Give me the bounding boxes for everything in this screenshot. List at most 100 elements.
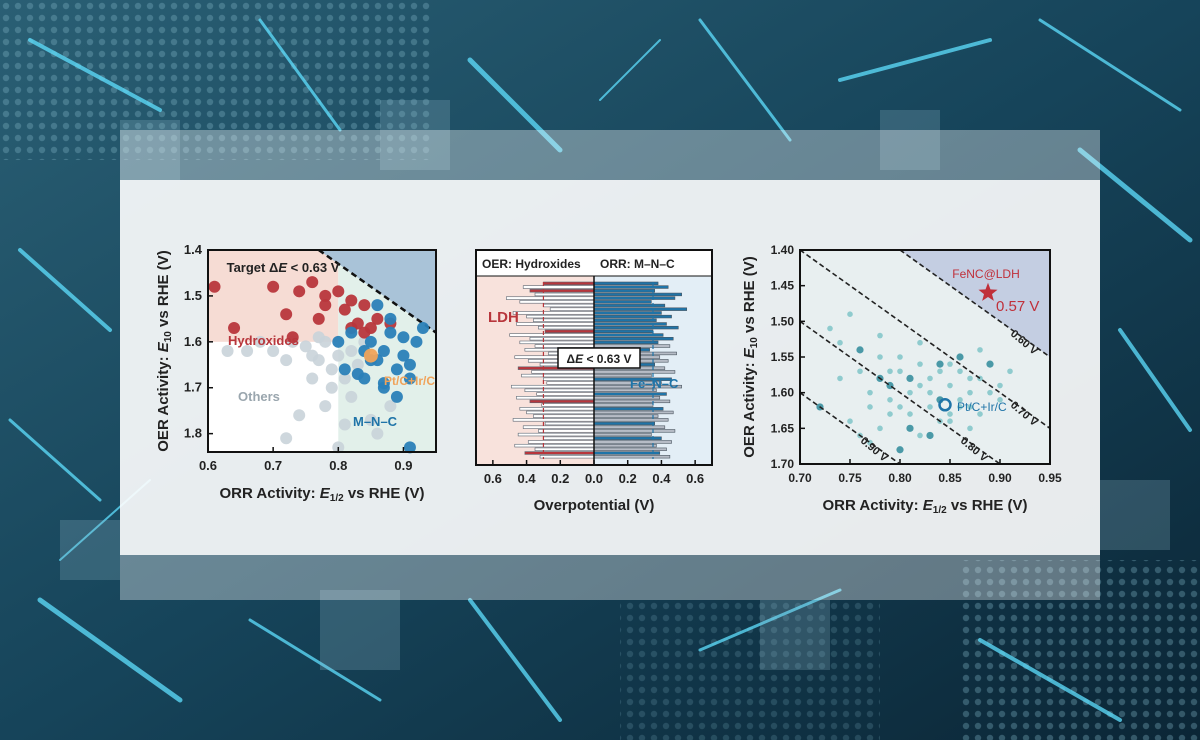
target-boundary-line — [318, 248, 437, 334]
chart3-ytick-label: 1.65 — [771, 421, 795, 435]
hydroxide-point — [306, 276, 319, 289]
chart1-ytick-label: 1.7 — [184, 380, 202, 395]
orr-bar — [593, 455, 671, 459]
mnc-point — [358, 372, 371, 385]
catalyst-point — [927, 404, 933, 410]
orr-bar — [593, 399, 671, 404]
oer-bar — [549, 307, 595, 311]
chart2-xtick-label: 0.6 — [686, 471, 704, 486]
chart2-xtick-label: 0.4 — [652, 471, 671, 486]
orr-bar — [593, 443, 657, 448]
orr-bar — [593, 296, 676, 300]
others-point — [293, 409, 306, 422]
orr-bar — [593, 396, 661, 400]
oer-bar — [534, 292, 595, 297]
oer-bar — [509, 333, 595, 337]
oer-bar — [512, 418, 595, 422]
oer-bar — [536, 392, 595, 396]
mnc-point — [364, 335, 377, 348]
others-point — [338, 418, 351, 431]
others-point — [351, 358, 364, 371]
others-point — [306, 372, 319, 385]
orr-bar — [593, 314, 672, 319]
orr-bar — [593, 451, 661, 455]
chart3-xtick-label: 0.80 — [888, 471, 912, 485]
mnc-point — [397, 349, 410, 362]
mnc-point — [345, 326, 358, 339]
oer-bar — [529, 399, 595, 404]
chart3-xtick-label: 0.70 — [788, 471, 812, 485]
star-name-label: FeNC@LDH — [952, 267, 1020, 281]
activity-gradient — [800, 250, 1050, 464]
chart3-ytick-label: 1.55 — [771, 350, 795, 364]
oer-bar — [526, 410, 595, 415]
mnc-point — [410, 335, 423, 348]
mnc-point — [377, 377, 390, 390]
chart1-xtick-label: 0.9 — [394, 458, 412, 473]
pt-reference-label: Pt/C+Ir/C — [957, 400, 1007, 414]
orr-bar — [593, 432, 652, 437]
catalyst-point — [956, 353, 964, 361]
orr-bar — [593, 440, 672, 444]
delta-e-callout-box — [557, 347, 641, 369]
hydroxide-point — [228, 322, 241, 335]
catalyst-point — [947, 411, 953, 417]
pt-point — [363, 348, 378, 363]
delta-e-contour-line — [799, 392, 901, 465]
chart2-header-bg — [476, 250, 712, 276]
hydroxide-point — [312, 312, 325, 325]
catalyst-point — [917, 382, 923, 389]
chart3-xtick-label: 0.90 — [988, 471, 1012, 485]
oer-bar — [529, 289, 595, 293]
hydroxide-point — [280, 308, 293, 321]
others-point — [332, 349, 345, 362]
orr-bar — [593, 340, 659, 345]
chart3-ytick-label: 1.60 — [771, 386, 795, 400]
oer-bar — [516, 396, 595, 400]
others-point — [364, 413, 377, 426]
fenc-label: Fe–N–C — [630, 376, 679, 391]
catalyst-point — [837, 339, 843, 346]
others-point — [312, 354, 325, 367]
oer-bar — [511, 384, 595, 389]
others-point — [312, 331, 325, 344]
orr-bar — [593, 303, 666, 308]
orr-bar — [593, 414, 659, 418]
mnc-point — [390, 390, 403, 403]
catalyst-point — [856, 346, 864, 354]
star-value-label: 0.57 V — [996, 298, 1039, 315]
others-point — [384, 400, 397, 413]
mnc-point — [403, 441, 416, 454]
chart1-frame — [207, 249, 437, 453]
pt-label: Pt/C+Ir/C — [384, 374, 435, 388]
orr-bar — [593, 403, 654, 407]
orr-bar — [593, 344, 671, 348]
delta-e-contour-line — [899, 249, 1051, 358]
oer-bar — [544, 421, 595, 426]
catalyst-point — [977, 411, 983, 417]
oer-bar — [538, 325, 595, 330]
delta-e-contour-line — [799, 249, 1051, 429]
others-point — [345, 390, 358, 403]
catalyst-point — [967, 389, 973, 396]
catalyst-point — [987, 389, 993, 396]
catalyst-point — [877, 332, 883, 339]
chart2-xtick-label: 0.0 — [585, 471, 603, 486]
others-point — [345, 345, 358, 357]
catalyst-point — [957, 404, 963, 410]
oer-bar — [512, 311, 595, 315]
chart3-ytick-label: 1.50 — [771, 314, 795, 328]
others-label: Others — [238, 389, 280, 404]
catalyst-point — [867, 404, 873, 410]
oer-bar — [543, 377, 595, 381]
catalyst-point — [957, 368, 963, 375]
oer-bar — [524, 388, 595, 393]
orr-bar — [593, 322, 667, 326]
mnc-point — [332, 335, 345, 348]
catalyst-point — [947, 418, 953, 425]
mnc-point — [403, 358, 416, 371]
others-point — [280, 354, 293, 367]
chart3-x-axis-title: ORR Activity: E1/2 vs RHE (V) — [822, 497, 1027, 516]
mnc-point — [371, 299, 384, 312]
